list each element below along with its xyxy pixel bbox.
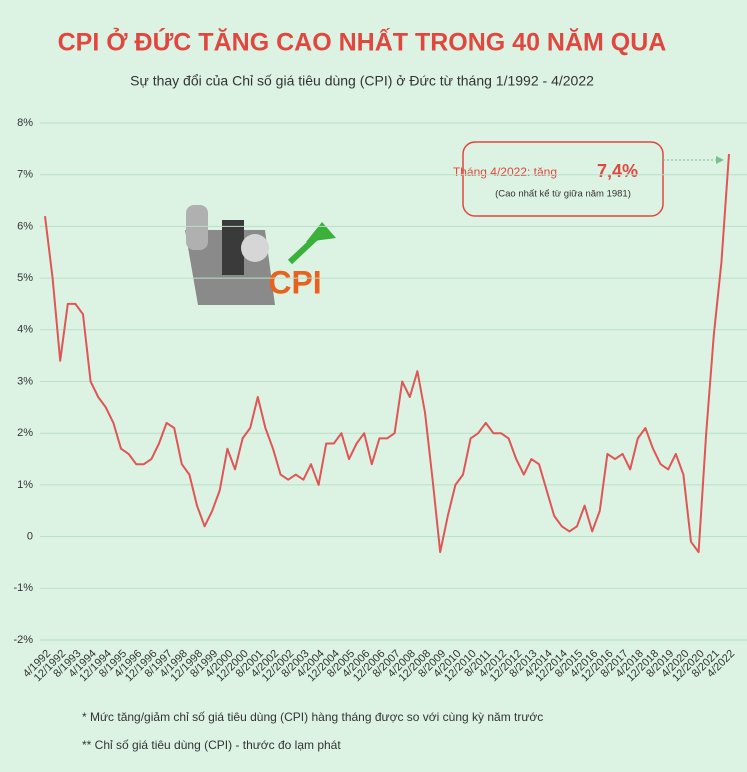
- annotation-value: 7,4%: [597, 161, 638, 181]
- y-tick-label: 8%: [17, 117, 33, 129]
- cpi-icon: CPI: [185, 205, 336, 305]
- chart-subtitle: Sự thay đổi của Chỉ số giá tiêu dùng (CP…: [130, 73, 594, 89]
- annotation-arrow: [716, 156, 724, 164]
- y-tick-label: 3%: [17, 375, 33, 387]
- chart-title: CPI Ở ĐỨC TĂNG CAO NHẤT TRONG 40 NĂM QUA: [58, 27, 667, 57]
- y-tick-label: 4%: [17, 324, 33, 336]
- y-tick-label: 0: [27, 531, 33, 543]
- annotation-box: [462, 141, 664, 217]
- annotation-note: (Cao nhất kể từ giữa năm 1981): [495, 189, 631, 200]
- y-tick-label: 6%: [17, 220, 33, 232]
- y-tick-label: 2%: [17, 427, 33, 439]
- y-tick-label: -1%: [13, 582, 33, 594]
- y-tick-label: -2%: [13, 634, 33, 646]
- icon-label: CPI: [268, 264, 321, 300]
- annotation-text: Tháng 4/2022: tăng: [453, 165, 557, 179]
- y-tick-label: 1%: [17, 479, 33, 491]
- y-tick-label: 5%: [17, 272, 33, 284]
- y-tick-label: 7%: [17, 169, 33, 181]
- footnote: * Mức tăng/giảm chỉ số giá tiêu dùng (CP…: [82, 710, 543, 724]
- footnote: ** Chỉ số giá tiêu dùng (CPI) - thước đo…: [82, 738, 341, 752]
- line: [44, 153, 730, 554]
